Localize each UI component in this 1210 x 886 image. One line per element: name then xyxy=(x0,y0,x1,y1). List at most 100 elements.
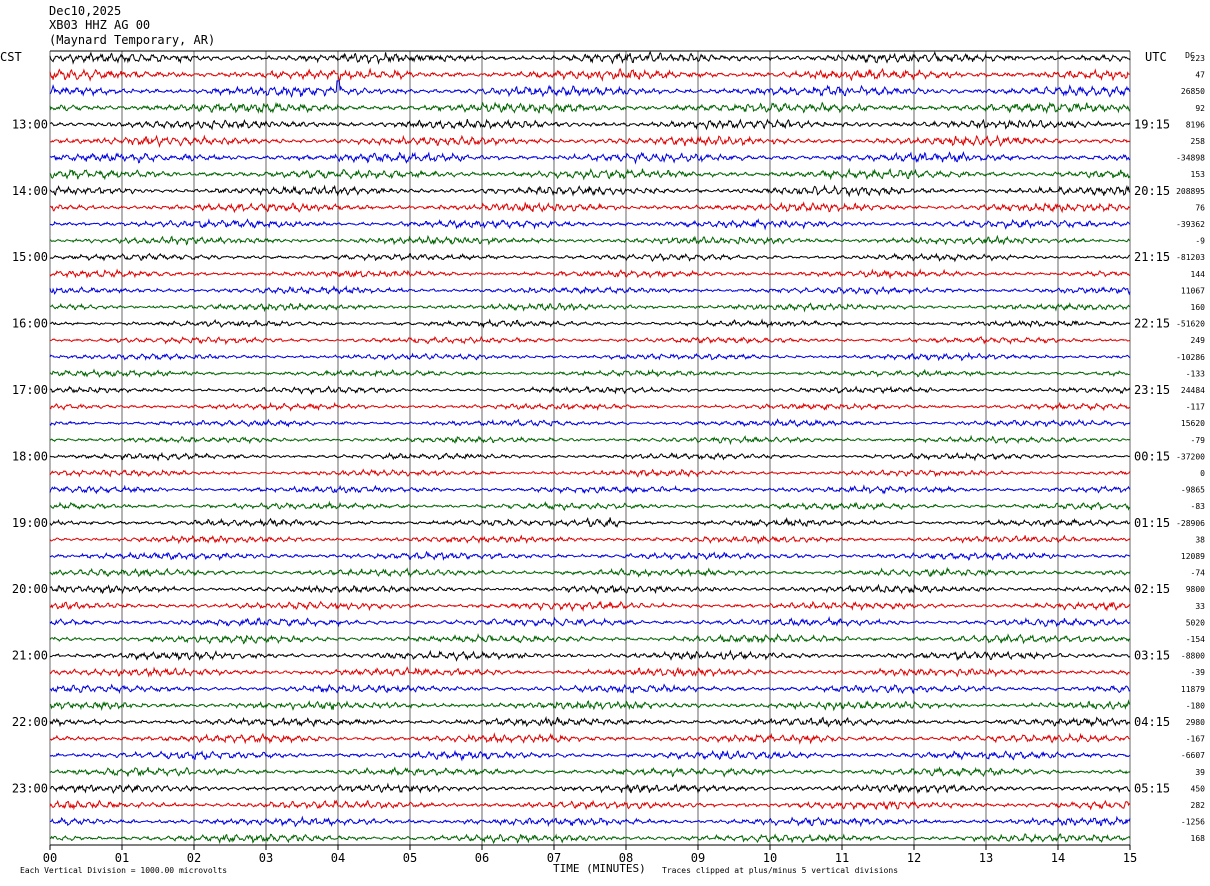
seismic-trace xyxy=(49,252,1131,263)
seismic-trace xyxy=(49,666,1131,678)
seismic-trace xyxy=(49,649,1131,662)
x-tick-label: 05 xyxy=(403,851,417,865)
cst-hour-label: 19:00 xyxy=(12,516,48,530)
cst-hour-label: 17:00 xyxy=(12,383,48,397)
dc-offset-label: 9800 xyxy=(1186,585,1205,594)
dc-offset-label: 15620 xyxy=(1181,419,1205,428)
cst-hour-label: 16:00 xyxy=(12,317,48,331)
seismic-trace xyxy=(49,566,1131,579)
seismic-trace xyxy=(49,336,1131,346)
utc-hour-label: 20:15 xyxy=(1134,184,1170,198)
x-tick-label: 02 xyxy=(187,851,201,865)
dc-offset-label: -28906 xyxy=(1176,519,1205,528)
dc-offset-label: -1256 xyxy=(1181,818,1205,827)
dc-offset-label: 450 xyxy=(1191,784,1206,793)
utc-hour-label: 00:15 xyxy=(1134,449,1170,463)
seismic-trace xyxy=(49,484,1131,495)
dc-offset-label: 8196 xyxy=(1186,120,1205,129)
seismic-trace xyxy=(49,782,1131,795)
seismic-trace xyxy=(49,67,1131,82)
x-tick-label: 12 xyxy=(907,851,921,865)
x-tick-label: 08 xyxy=(619,851,633,865)
dc-offset-label: 12089 xyxy=(1181,552,1205,561)
seismic-trace xyxy=(49,500,1131,512)
x-tick-label: 07 xyxy=(547,851,561,865)
utc-hour-label: 23:15 xyxy=(1134,383,1170,397)
dc-offset-label: -51620 xyxy=(1176,320,1205,329)
seismic-trace xyxy=(49,749,1131,762)
seismic-trace xyxy=(49,351,1131,362)
seismic-trace xyxy=(49,234,1131,246)
cst-hour-label: 23:00 xyxy=(12,781,48,795)
header-station: XB03 HHZ AG 00 xyxy=(49,18,151,32)
clip-note: Traces clipped at plus/minus 5 vertical … xyxy=(662,866,899,875)
dc-offset-label: 39 xyxy=(1195,768,1205,777)
seismic-trace xyxy=(49,583,1131,595)
dc-offset-label: 249 xyxy=(1191,336,1206,345)
cst-hour-label: 14:00 xyxy=(12,184,48,198)
utc-hour-label: 21:15 xyxy=(1134,250,1170,264)
seismic-trace xyxy=(49,418,1131,428)
x-tick-label: 06 xyxy=(475,851,489,865)
dc-offset-label: 208895 xyxy=(1176,187,1205,196)
cst-hour-label: 21:00 xyxy=(12,649,48,663)
utc-hour-label: 05:15 xyxy=(1134,781,1170,795)
seismic-trace xyxy=(49,451,1131,462)
dc-offset-label: -8800 xyxy=(1181,652,1205,661)
seismic-trace xyxy=(49,151,1131,165)
dc-offset-label: -180 xyxy=(1186,701,1205,710)
seismic-trace xyxy=(49,318,1131,329)
seismic-trace xyxy=(49,80,1131,98)
x-tick-label: 04 xyxy=(331,851,345,865)
dc-offset-label: 11067 xyxy=(1181,286,1205,295)
dc-offset-label: -81203 xyxy=(1176,253,1205,262)
seismic-trace xyxy=(49,50,1131,65)
scale-note: Each Vertical Division = 1000.00 microvo… xyxy=(20,866,228,875)
dc-offset-label: -133 xyxy=(1186,369,1205,378)
dc-offset-label: 0 xyxy=(1200,469,1205,478)
utc-hour-label: 03:15 xyxy=(1134,649,1170,663)
dc-offset-label: 223 xyxy=(1191,54,1206,63)
seismic-trace xyxy=(49,633,1131,645)
x-axis-title: TIME (MINUTES) xyxy=(553,862,646,875)
dc-offset-label: -74 xyxy=(1191,569,1206,578)
dc-header-label: DC xyxy=(1185,51,1195,60)
cst-hour-label: 20:00 xyxy=(12,582,48,596)
dc-offset-label: -154 xyxy=(1186,635,1205,644)
utc-hour-label: 22:15 xyxy=(1134,317,1170,331)
dc-offset-label: -34898 xyxy=(1176,154,1205,163)
seismic-trace xyxy=(49,534,1131,545)
seismic-trace xyxy=(49,683,1131,695)
dc-offset-label: -9865 xyxy=(1181,486,1205,495)
seismic-trace xyxy=(49,434,1131,446)
dc-offset-label: -117 xyxy=(1186,403,1205,412)
dc-offset-label: 38 xyxy=(1195,535,1205,544)
seismic-trace xyxy=(49,766,1131,778)
seismic-trace xyxy=(49,716,1131,728)
seismic-trace xyxy=(49,833,1131,845)
seismic-trace xyxy=(49,218,1131,231)
dc-offset-label: -10286 xyxy=(1176,353,1205,362)
utc-hour-label: 19:15 xyxy=(1134,117,1170,131)
dc-offset-label: 24484 xyxy=(1181,386,1205,395)
seismic-trace xyxy=(49,815,1131,828)
dc-offset-label: 76 xyxy=(1195,203,1205,212)
dc-offset-label: 153 xyxy=(1191,170,1206,179)
x-tick-label: 03 xyxy=(259,851,273,865)
seismic-trace xyxy=(49,799,1131,811)
dc-offset-label: -9 xyxy=(1195,237,1205,246)
seismic-trace xyxy=(49,167,1131,181)
cst-hour-label: 22:00 xyxy=(12,715,48,729)
seismic-trace xyxy=(49,368,1131,378)
seismic-trace xyxy=(49,615,1130,628)
dc-offset-label: 144 xyxy=(1191,270,1206,279)
utc-hour-label: 01:15 xyxy=(1134,516,1170,530)
label-layer: 00 01 02 03 04 05 06 07 08 09 10 11 12 13 14 15 223 47 268… xyxy=(0,50,1205,865)
cst-hour-label: 15:00 xyxy=(12,250,48,264)
x-tick-label: 01 xyxy=(115,851,129,865)
dc-offset-label: 168 xyxy=(1191,834,1206,843)
x-tick-label: 00 xyxy=(43,851,57,865)
dc-offset-label: 92 xyxy=(1195,104,1205,113)
x-tick-label: 09 xyxy=(691,851,705,865)
